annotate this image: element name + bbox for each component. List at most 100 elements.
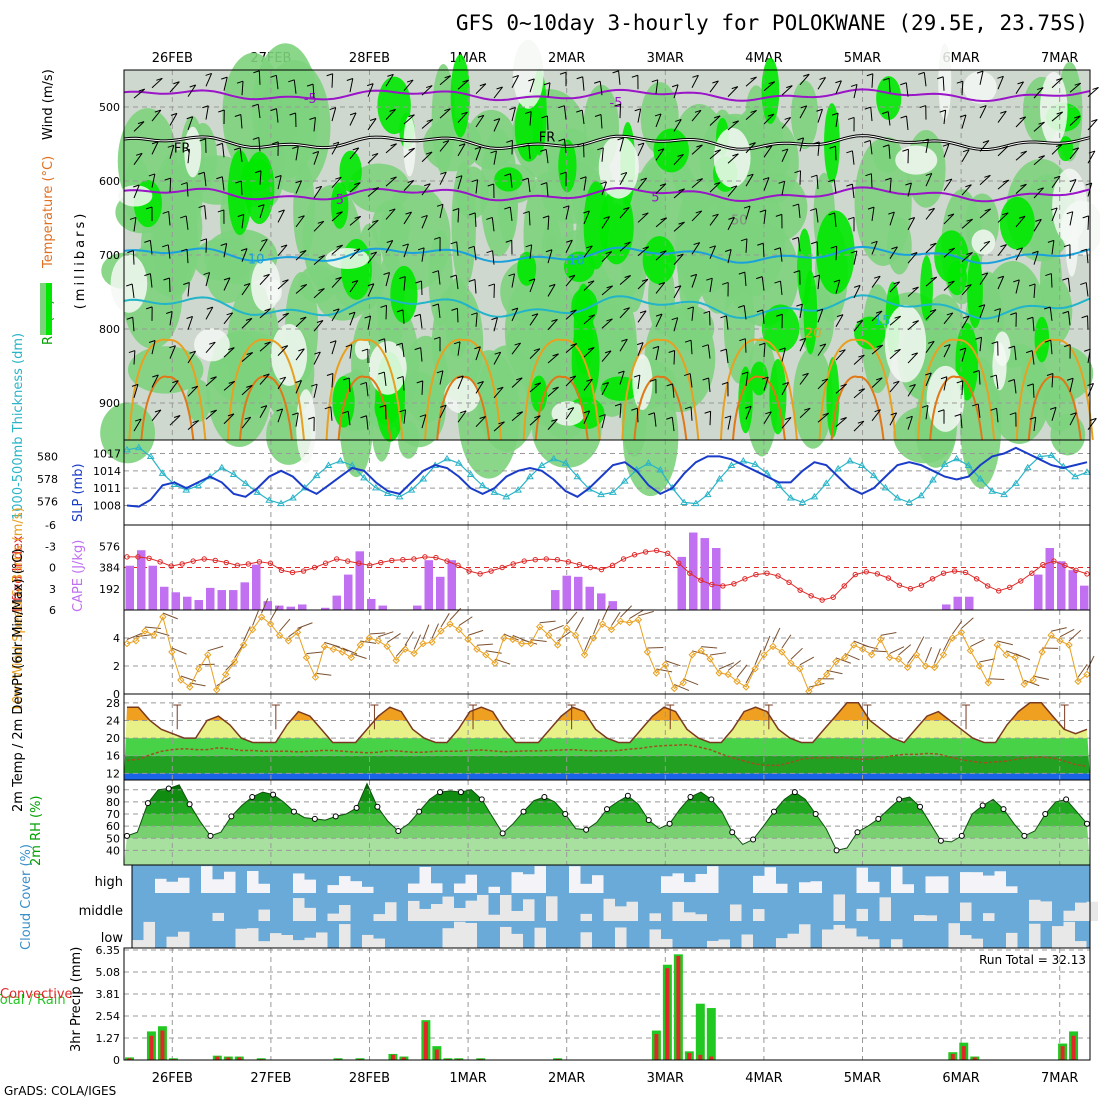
wind-barb <box>403 147 415 158</box>
wind-barb <box>871 377 883 388</box>
wind-barb-flag <box>658 282 665 286</box>
wind-speed-point <box>948 634 957 642</box>
lifted-index-point <box>797 587 803 593</box>
wind-barb <box>135 634 152 638</box>
wind-speed-point <box>275 631 284 639</box>
wind-barb <box>295 250 307 261</box>
wind-barb <box>313 320 324 332</box>
wind-barb <box>457 375 464 390</box>
wind-barb <box>367 251 378 264</box>
rh-contour-fill-high <box>571 316 600 405</box>
wind-barb-flag <box>170 112 178 116</box>
wind-barb <box>763 635 771 651</box>
wind-barb-flag <box>962 149 970 153</box>
wind-barb <box>403 79 414 92</box>
wind-barb-flag <box>126 283 133 287</box>
rh-band <box>124 838 1090 865</box>
wind-barb <box>961 347 967 362</box>
wind-barb <box>1069 115 1081 126</box>
wind-barb <box>636 408 639 423</box>
wind-barb-flag <box>200 238 207 242</box>
thickness-point <box>549 454 558 462</box>
wind-barb-flag <box>487 183 494 187</box>
wind-barb <box>762 309 765 324</box>
wind-barb <box>1085 282 1089 297</box>
wind-barb <box>133 153 143 166</box>
wind-barb <box>133 184 140 199</box>
rh-point <box>645 817 652 824</box>
wind-barb <box>869 140 873 155</box>
wind-barb <box>583 280 595 291</box>
wind-barb <box>961 617 974 629</box>
rh-point <box>437 789 444 796</box>
rh-tick: 40 <box>106 844 120 857</box>
wind-speed-point <box>885 653 894 662</box>
wind-barb-flag <box>800 105 807 109</box>
wind-speed-point <box>132 637 140 645</box>
wind-barb-flag <box>424 183 431 187</box>
wind-barb <box>745 173 754 187</box>
wind-barb <box>241 385 253 396</box>
lifted-index-point <box>896 582 903 588</box>
wind-barb <box>491 217 495 232</box>
wind-barb-flag <box>712 213 719 217</box>
wind-barb-flag <box>744 405 752 409</box>
rh-contour-fill-high <box>517 251 537 286</box>
wind-barb <box>295 284 308 294</box>
wind-barb-flag <box>414 347 421 351</box>
lifted-index-point <box>367 562 373 569</box>
wind-barb-flag <box>796 303 803 307</box>
wind-barb <box>583 314 596 325</box>
wind-barb-flag <box>902 148 909 152</box>
wind-barb-flag <box>216 142 223 146</box>
wind-barb <box>421 183 431 196</box>
cloud-cell <box>718 939 730 948</box>
wind-barb <box>457 208 460 223</box>
wind-barb <box>205 341 216 354</box>
wind-barb <box>672 383 675 398</box>
wind-barb-flag <box>264 341 271 345</box>
cloud-cell <box>212 912 224 921</box>
wind-barb <box>1015 279 1020 294</box>
rh-contour-fill <box>644 304 716 413</box>
wind-barb <box>439 108 451 119</box>
wind-speed-point <box>814 679 822 687</box>
thickness-point <box>917 491 925 499</box>
wind-barb-flag <box>928 340 935 344</box>
wind-barb-flag <box>462 79 469 83</box>
wind-barb <box>241 81 244 96</box>
contour-label: 5 <box>651 191 659 206</box>
pressure-tick: 900 <box>99 397 120 410</box>
wind-barb <box>1015 247 1023 261</box>
lifted-index-point <box>400 557 406 563</box>
lifted-index-point <box>179 561 185 567</box>
wind-barb-flag <box>894 348 901 352</box>
wind-barb <box>475 179 479 194</box>
wind-barb-flag <box>545 249 553 253</box>
wind-barb <box>187 149 190 164</box>
wind-speed-point <box>670 684 678 693</box>
wind-barb <box>709 115 721 126</box>
thickness-point <box>893 493 902 501</box>
lifted-index-point <box>510 561 516 567</box>
wind-barb <box>349 78 354 93</box>
wind-barb <box>655 346 660 361</box>
wind-barb <box>718 662 735 670</box>
wind-barb <box>961 284 972 296</box>
wind-barb <box>797 237 801 252</box>
isotherm-20 <box>917 338 996 441</box>
wind-barb <box>689 373 693 388</box>
wind-barb <box>259 308 271 319</box>
wind-barb <box>691 75 699 88</box>
wind-barb-flag <box>990 407 997 411</box>
wind-barb-flag <box>516 411 523 415</box>
wind-barb <box>907 352 919 364</box>
wind-barb-flag <box>762 376 769 380</box>
temp-band <box>124 773 1090 780</box>
cloud-cell <box>523 874 535 893</box>
wind-barb-flag <box>858 388 865 392</box>
lifted-index-point <box>455 562 461 569</box>
wind-barb <box>835 246 838 261</box>
wind-barb <box>240 181 243 196</box>
lifted-index-point <box>698 577 704 583</box>
